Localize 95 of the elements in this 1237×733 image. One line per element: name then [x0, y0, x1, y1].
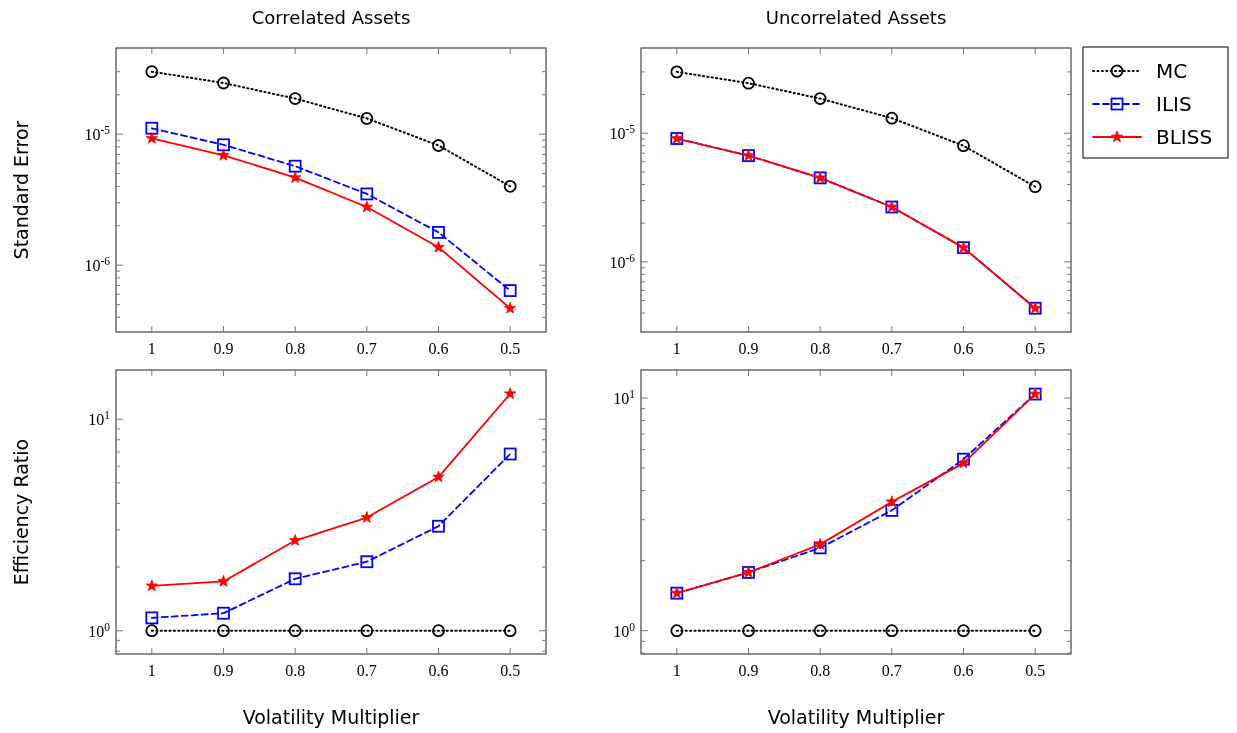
- x-tick-label: 0.9: [738, 662, 759, 679]
- point: [289, 534, 302, 546]
- point: [432, 240, 445, 253]
- x-tick-label: 0.5: [1025, 340, 1046, 357]
- point: [360, 511, 373, 523]
- point: [957, 139, 970, 153]
- legend-label: MC: [1156, 59, 1188, 83]
- x-tick-label: 1: [672, 662, 681, 679]
- point: [503, 624, 517, 638]
- point: [145, 121, 159, 135]
- x-tick-label: 0.8: [285, 662, 306, 679]
- chart-title: Uncorrelated Assets: [765, 7, 947, 28]
- x-tick-label: 0.7: [356, 340, 377, 357]
- point: [145, 65, 159, 79]
- y-tick-label: 10$^{0}$: [613, 620, 636, 640]
- point: [503, 179, 517, 193]
- point: [360, 200, 373, 213]
- x-axis-title: Volatility Multiplier: [242, 706, 420, 728]
- x-tick-label: 1: [147, 662, 156, 679]
- point: [217, 138, 230, 152]
- x-tick-label: 0.5: [500, 662, 521, 679]
- chart-title: Correlated Assets: [251, 7, 411, 28]
- point: [742, 76, 755, 90]
- y-axis-title: Standard Error: [10, 120, 32, 260]
- legend-label: BLISS: [1156, 125, 1213, 149]
- x-tick-label: 0.9: [738, 340, 759, 357]
- x-tick-label: 0.5: [500, 340, 521, 357]
- x-tick-label: 0.7: [881, 340, 902, 357]
- x-tick-label: 0.7: [881, 662, 902, 679]
- point: [360, 187, 374, 201]
- y-tick-label: 10$^{0}$: [88, 620, 111, 640]
- point: [432, 470, 445, 483]
- point: [360, 112, 374, 125]
- point: [1028, 624, 1042, 638]
- y-tick-label: 10$^{-5}$: [84, 124, 111, 144]
- point: [885, 503, 899, 517]
- point: [813, 541, 827, 555]
- point: [432, 225, 445, 239]
- point: [1028, 180, 1042, 194]
- y-tick-label: 10$^{1}$: [613, 388, 636, 408]
- y-tick-label: 10$^{1}$: [88, 409, 111, 429]
- point: [885, 495, 898, 508]
- point: [957, 452, 970, 466]
- legend-label: ILIS: [1156, 92, 1192, 116]
- point: [504, 387, 517, 400]
- point: [957, 456, 970, 469]
- x-tick-label: 0.6: [953, 662, 974, 679]
- point: [670, 65, 684, 79]
- x-tick-label: 0.9: [213, 662, 234, 679]
- point: [813, 624, 827, 638]
- x-tick-label: 0.9: [213, 340, 234, 357]
- point: [217, 575, 230, 587]
- point: [217, 606, 230, 620]
- point: [432, 624, 445, 638]
- point: [503, 447, 517, 461]
- point: [217, 148, 230, 161]
- x-tick-label: 0.6: [428, 662, 449, 679]
- x-axis-title: Volatility Multiplier: [767, 706, 945, 728]
- point: [885, 624, 899, 638]
- point: [288, 572, 302, 586]
- point: [814, 537, 827, 550]
- point: [504, 301, 517, 314]
- point: [742, 624, 755, 638]
- point: [289, 171, 302, 183]
- y-tick-label: 10$^{-5}$: [609, 123, 636, 143]
- point: [670, 624, 684, 638]
- x-tick-label: 0.8: [810, 662, 831, 679]
- point: [145, 624, 159, 638]
- x-tick-label: 0.6: [953, 340, 974, 357]
- point: [360, 624, 374, 638]
- point: [288, 92, 302, 105]
- point: [217, 624, 230, 638]
- x-tick-label: 0.8: [285, 340, 306, 357]
- x-tick-label: 1: [672, 340, 681, 357]
- point: [145, 131, 158, 144]
- x-tick-label: 0.8: [810, 340, 831, 357]
- point: [288, 159, 302, 173]
- point: [957, 624, 970, 638]
- point: [145, 611, 159, 625]
- x-tick-label: 0.6: [428, 340, 449, 357]
- y-tick-label: 10$^{-6}$: [609, 251, 636, 271]
- x-tick-label: 1: [147, 340, 156, 357]
- x-tick-label: 0.5: [1025, 662, 1046, 679]
- point: [145, 579, 158, 592]
- point: [885, 111, 899, 125]
- y-tick-label: 10$^{-6}$: [84, 255, 111, 275]
- y-axis-title: Efficiency Ratio: [10, 438, 32, 586]
- point: [288, 624, 302, 638]
- point: [503, 284, 517, 297]
- point: [432, 519, 445, 533]
- x-tick-label: 0.7: [356, 662, 377, 679]
- point: [432, 139, 445, 152]
- point: [813, 92, 827, 105]
- point: [217, 76, 230, 90]
- point: [360, 555, 374, 569]
